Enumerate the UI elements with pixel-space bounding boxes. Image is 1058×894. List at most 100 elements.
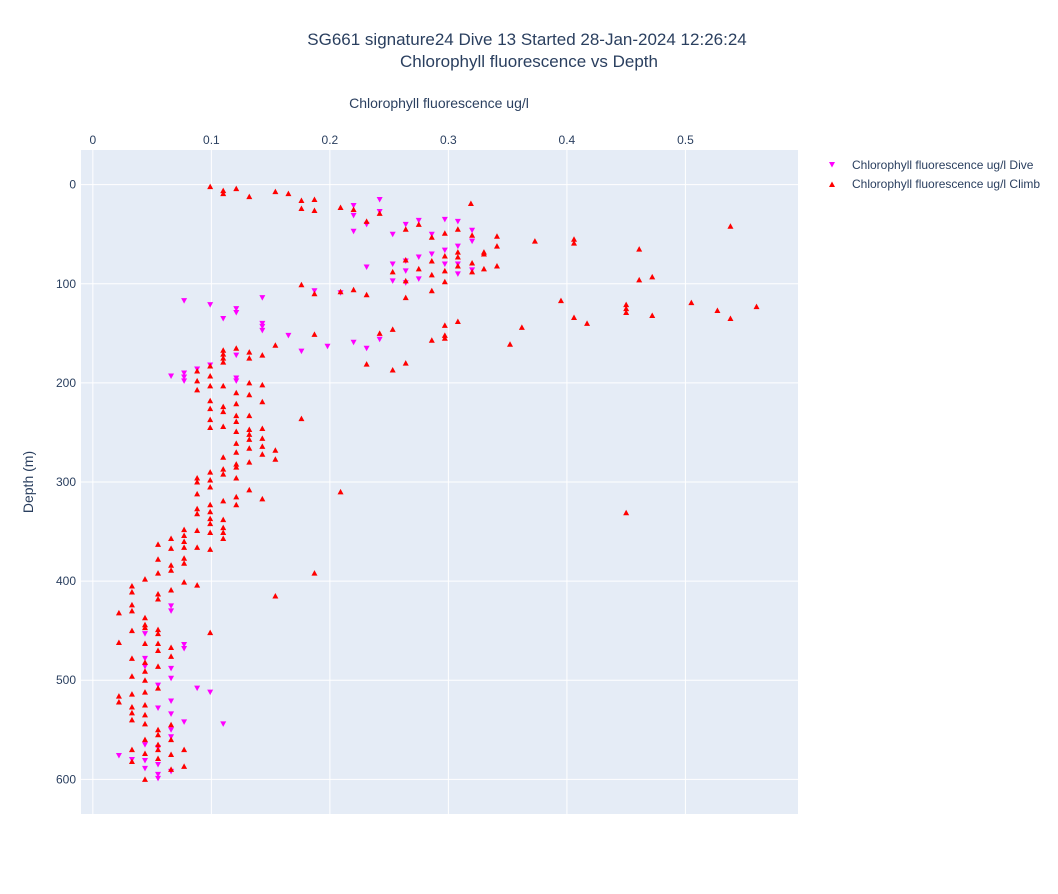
data-point bbox=[141, 742, 148, 748]
chart-title-line1: SG661 signature24 Dive 13 Started 28-Jan… bbox=[307, 30, 746, 49]
data-point bbox=[194, 544, 201, 550]
data-point bbox=[285, 190, 292, 197]
data-point bbox=[181, 538, 188, 544]
chart-title-line2: Chlorophyll fluorescence vs Depth bbox=[400, 52, 658, 71]
data-point bbox=[259, 381, 266, 388]
y-tick-label: 600 bbox=[56, 772, 76, 786]
data-point bbox=[141, 776, 148, 782]
data-point bbox=[155, 731, 162, 738]
data-point bbox=[207, 546, 214, 552]
x-axis-label: Chlorophyll fluorescence ug/l bbox=[349, 95, 529, 111]
data-point bbox=[141, 640, 148, 647]
data-point bbox=[155, 755, 162, 762]
data-point bbox=[246, 355, 253, 361]
data-point bbox=[454, 254, 461, 260]
data-point bbox=[115, 693, 122, 699]
data-point bbox=[272, 456, 279, 462]
data-point bbox=[337, 488, 344, 495]
data-point bbox=[128, 673, 135, 679]
data-point bbox=[246, 391, 253, 398]
data-point bbox=[402, 360, 409, 366]
data-point bbox=[155, 640, 162, 647]
data-point bbox=[220, 516, 227, 523]
data-point bbox=[141, 668, 148, 674]
data-point bbox=[181, 544, 188, 550]
data-point bbox=[155, 761, 162, 768]
data-point bbox=[233, 306, 240, 312]
data-point bbox=[155, 726, 162, 733]
data-point bbox=[168, 373, 175, 379]
data-point bbox=[207, 424, 214, 430]
data-point bbox=[493, 233, 500, 239]
data-point bbox=[493, 262, 500, 269]
data-point bbox=[220, 423, 227, 430]
legend-label-climb: Chlorophyll fluorescence ug/l Climb bbox=[852, 177, 1040, 191]
data-point bbox=[168, 698, 175, 705]
data-point bbox=[428, 337, 435, 343]
data-point bbox=[376, 336, 383, 343]
data-point bbox=[259, 495, 266, 502]
legend-item-dive[interactable]: Chlorophyll fluorescence ug/l Dive bbox=[829, 158, 1034, 172]
data-point bbox=[155, 775, 162, 782]
data-point bbox=[298, 415, 305, 422]
data-point bbox=[207, 515, 214, 522]
data-point bbox=[141, 663, 148, 670]
data-point bbox=[220, 535, 227, 541]
data-point bbox=[128, 703, 135, 710]
data-point bbox=[441, 267, 448, 274]
data-point bbox=[233, 428, 240, 434]
data-point bbox=[441, 261, 448, 267]
data-point bbox=[220, 315, 227, 322]
data-point bbox=[441, 247, 448, 254]
data-point bbox=[141, 621, 148, 628]
data-point bbox=[220, 359, 227, 365]
data-point bbox=[207, 183, 214, 190]
data-point bbox=[128, 758, 135, 764]
data-point bbox=[128, 583, 135, 589]
data-point bbox=[115, 753, 122, 759]
data-point bbox=[285, 332, 292, 339]
data-point bbox=[246, 426, 253, 432]
data-point bbox=[207, 501, 214, 508]
data-point bbox=[363, 291, 370, 298]
data-point bbox=[220, 529, 227, 536]
data-point bbox=[246, 379, 253, 386]
data-point bbox=[181, 378, 188, 384]
data-point bbox=[181, 370, 188, 376]
legend-item-climb[interactable]: Chlorophyll fluorescence ug/l Climb bbox=[829, 177, 1040, 191]
data-point bbox=[727, 315, 734, 321]
data-point bbox=[220, 471, 227, 477]
data-point bbox=[220, 466, 227, 472]
data-point bbox=[298, 197, 305, 204]
data-point bbox=[350, 212, 357, 219]
data-point bbox=[168, 653, 175, 659]
data-point bbox=[415, 254, 422, 261]
data-point bbox=[128, 746, 135, 753]
data-point bbox=[376, 210, 383, 216]
data-point bbox=[246, 193, 253, 200]
data-point bbox=[155, 741, 162, 748]
series-climb bbox=[115, 183, 760, 782]
data-point bbox=[480, 265, 487, 272]
series-dive bbox=[115, 197, 476, 782]
data-point bbox=[194, 479, 201, 485]
legend[interactable]: Chlorophyll fluorescence ug/l Dive Chlor… bbox=[829, 158, 1040, 191]
data-point bbox=[155, 570, 162, 576]
data-point bbox=[415, 217, 422, 224]
data-point bbox=[155, 630, 162, 637]
data-point bbox=[272, 342, 279, 348]
y-axis-label: Depth (m) bbox=[20, 451, 36, 513]
data-point bbox=[259, 425, 266, 431]
data-point bbox=[181, 298, 188, 304]
data-point bbox=[363, 345, 370, 352]
data-point bbox=[141, 736, 148, 743]
data-point bbox=[350, 339, 357, 346]
data-point bbox=[441, 253, 448, 259]
data-point bbox=[298, 281, 305, 288]
data-point bbox=[441, 335, 448, 341]
data-point bbox=[233, 449, 240, 455]
data-point bbox=[337, 204, 344, 210]
data-point bbox=[350, 228, 357, 235]
data-point bbox=[531, 238, 538, 244]
